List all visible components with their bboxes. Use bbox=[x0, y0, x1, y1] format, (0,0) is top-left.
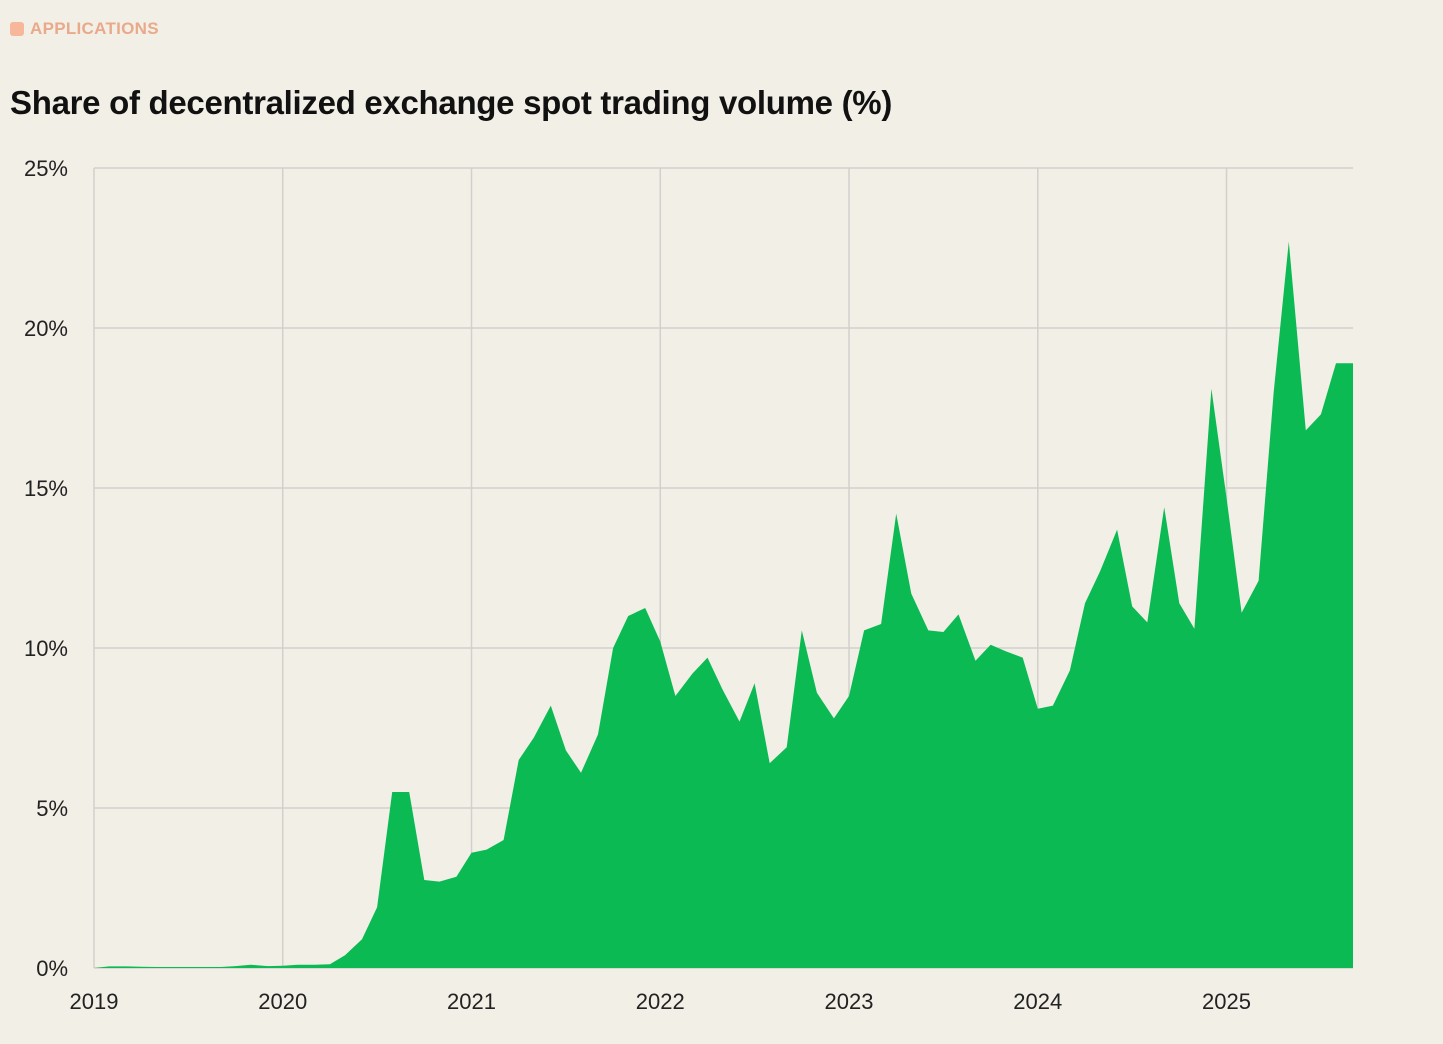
chart-title: Share of decentralized exchange spot tra… bbox=[10, 84, 893, 121]
grid-lines bbox=[93, 167, 1353, 969]
y-axis-ticks: 0% 5% 10% 15% 20% 25% bbox=[24, 156, 68, 981]
y-tick-label: 25% bbox=[24, 156, 68, 181]
area-series bbox=[94, 241, 1353, 969]
y-tick-label: 5% bbox=[36, 796, 68, 821]
x-tick-label: 2022 bbox=[636, 989, 685, 1014]
category-tag: APPLICATIONS bbox=[10, 19, 159, 39]
tag-square-icon bbox=[10, 22, 24, 36]
x-tick-label: 2019 bbox=[70, 989, 119, 1014]
y-tick-label: 20% bbox=[24, 316, 68, 341]
y-tick-label: 0% bbox=[36, 956, 68, 981]
y-tick-label: 15% bbox=[24, 476, 68, 501]
x-axis-ticks: 2019 2020 2021 2022 2023 2024 2025 bbox=[70, 989, 1251, 1014]
category-tag-label: APPLICATIONS bbox=[30, 19, 159, 38]
x-tick-label: 2020 bbox=[258, 989, 307, 1014]
x-tick-label: 2024 bbox=[1013, 989, 1062, 1014]
x-tick-label: 2023 bbox=[825, 989, 874, 1014]
y-tick-label: 10% bbox=[24, 636, 68, 661]
x-tick-label: 2021 bbox=[447, 989, 496, 1014]
x-tick-label: 2025 bbox=[1202, 989, 1251, 1014]
